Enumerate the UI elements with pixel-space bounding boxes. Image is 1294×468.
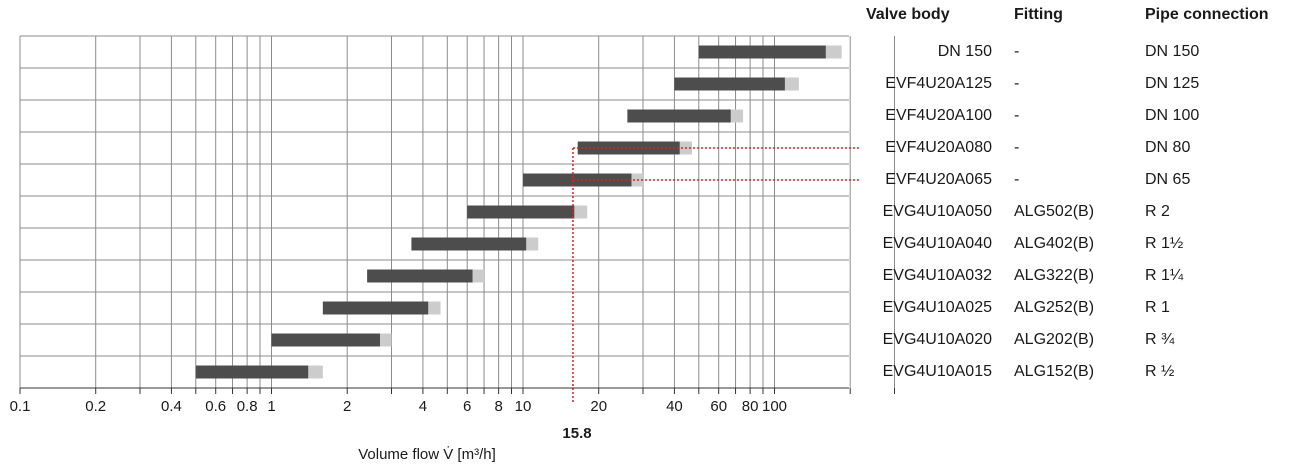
pipe-connection-cell: DN 65 (1145, 171, 1191, 188)
x-tick-label: 60 (710, 398, 727, 415)
fitting-cell: ALG402(B) (1014, 235, 1095, 252)
x-tick-label: 0.4 (161, 398, 182, 415)
fitting-cell: ALG322(B) (1014, 267, 1095, 284)
fitting-cell: ALG502(B) (1014, 203, 1095, 220)
valve-body-cell: EVG4U10A050 (882, 203, 992, 220)
bar-extension (428, 301, 441, 315)
x-axis-label: Volume flow V̇ [m³/h] (358, 446, 496, 463)
x-tick-label: 20 (590, 398, 607, 415)
table-header-fitting: Fitting (1014, 6, 1063, 23)
pipe-connection-cell: R ½ (1145, 363, 1175, 380)
bar-range (271, 333, 380, 347)
fitting-cell: ALG252(B) (1014, 299, 1095, 316)
fitting-cell: - (1014, 43, 1020, 60)
x-tick-label: 10 (515, 398, 532, 415)
x-tick-label: 80 (742, 398, 759, 415)
x-tick-label: 2 (343, 398, 351, 415)
bar-range (627, 109, 731, 123)
bar-extension (574, 205, 588, 219)
bar-extension (784, 77, 799, 91)
x-tick-label: 0.2 (85, 398, 106, 415)
pipe-connection-cell: R ¾ (1145, 331, 1175, 348)
bar-extension (825, 45, 842, 59)
table-header-valve-body: Valve body (866, 6, 950, 23)
x-tick-label: 0.1 (10, 398, 31, 415)
valve-body-cell: EVG4U10A020 (882, 331, 992, 348)
bar-range (367, 269, 473, 283)
table-header-pipe-connection: Pipe connection (1145, 6, 1269, 23)
fitting-cell: - (1014, 75, 1020, 92)
bar-extension (730, 109, 744, 123)
valve-body-cell: EVF4U20A100 (885, 107, 992, 124)
valve-body-cell: EVF4U20A065 (885, 171, 992, 188)
pipe-connection-cell: DN 80 (1145, 139, 1191, 156)
bar-range (195, 365, 309, 379)
valve-body-cell: EVG4U10A025 (882, 299, 992, 316)
x-tick-label: 4 (419, 398, 427, 415)
bar-range (411, 237, 527, 251)
fitting-cell: - (1014, 139, 1020, 156)
x-tick-label: 6 (463, 398, 471, 415)
fitting-cell: ALG152(B) (1014, 363, 1095, 380)
pipe-connection-cell: DN 100 (1145, 107, 1200, 124)
bar-extension (472, 269, 485, 283)
x-tick-label: 0.8 (237, 398, 258, 415)
fitting-cell: - (1014, 107, 1020, 124)
highlight-value-label: 15.8 (562, 425, 591, 442)
fitting-cell: - (1014, 171, 1020, 188)
bar-range (467, 205, 575, 219)
x-tick-label: 100 (762, 398, 787, 415)
pipe-connection-cell: DN 150 (1145, 43, 1200, 60)
pipe-connection-cell: R 1½ (1145, 235, 1184, 252)
pipe-connection-cell: R 2 (1145, 203, 1170, 220)
bar-extension (308, 365, 323, 379)
flow-bars (195, 45, 842, 379)
bar-range (674, 77, 785, 91)
x-tick-label: 8 (494, 398, 502, 415)
gridlines (19, 35, 895, 389)
x-axis: 0.1 0.2 0.4 0.6 0.8 1 2 4 6 8 10 20 40 60 80 100 (10, 387, 895, 415)
pipe-connection-cell: R 1 (1145, 299, 1170, 316)
x-tick-label: 40 (666, 398, 683, 415)
bar-extension (379, 333, 392, 347)
valve-body-cell: EVF4U20A125 (885, 75, 992, 92)
x-tick-label: 1 (267, 398, 275, 415)
x-tick-label: 0.6 (205, 398, 226, 415)
pipe-connection-cell: R 1¼ (1145, 267, 1184, 284)
bar-range (577, 141, 680, 155)
valve-body-cell: EVG4U10A032 (882, 267, 992, 284)
pipe-connection-cell: DN 125 (1145, 75, 1200, 92)
valve-body-cell: EVF4U20A080 (885, 139, 992, 156)
bar-range (698, 45, 826, 59)
valve-body-cell: DN 150 (937, 43, 992, 60)
bar-range (322, 301, 429, 315)
valve-body-cell: EVG4U10A015 (882, 363, 992, 380)
valve-body-cell: EVG4U10A040 (882, 235, 992, 252)
bar-extension (526, 237, 539, 251)
fitting-cell: ALG202(B) (1014, 331, 1095, 348)
